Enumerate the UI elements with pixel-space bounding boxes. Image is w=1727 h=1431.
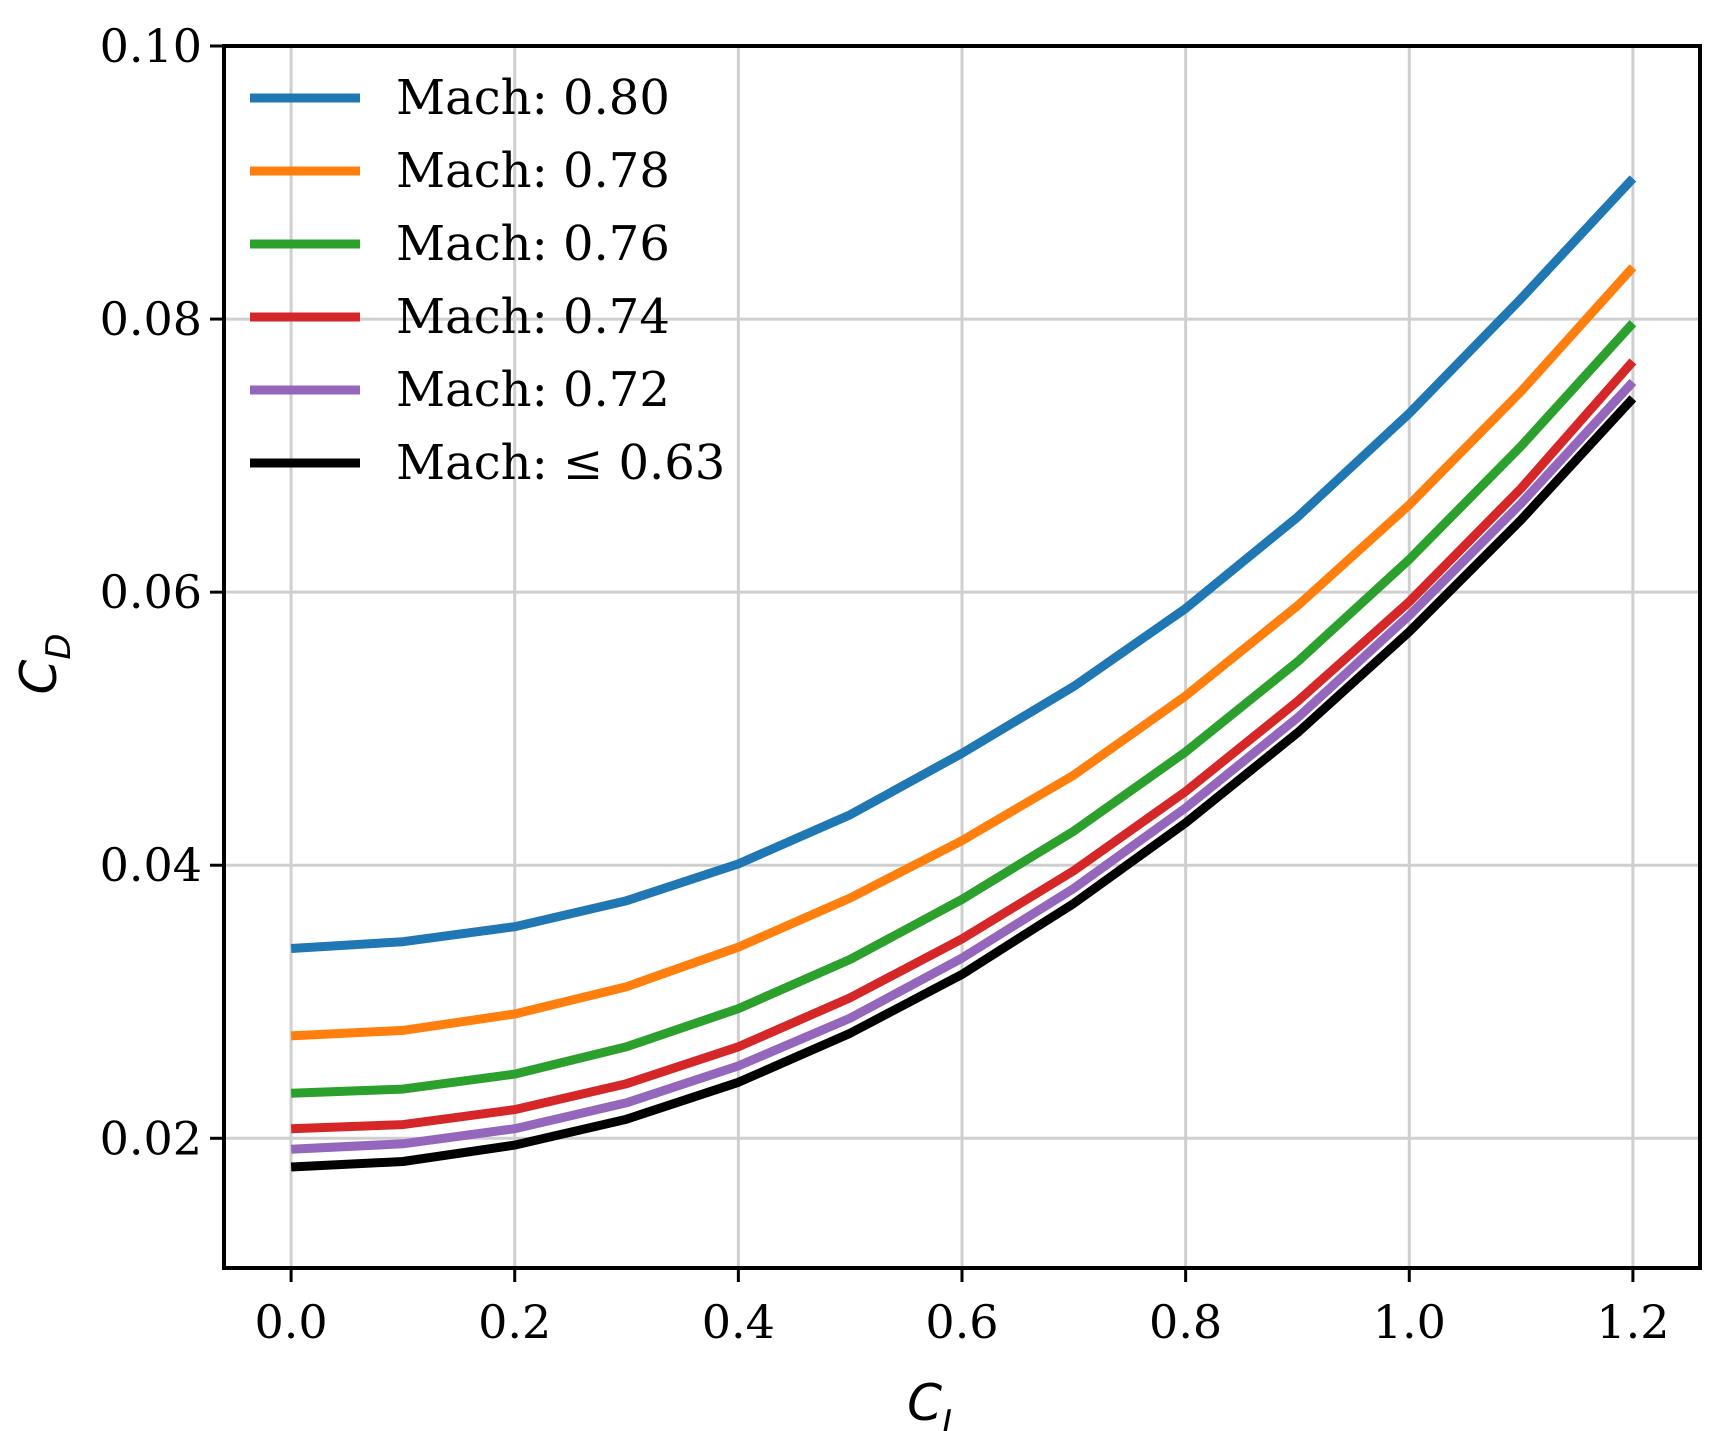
- x-tick-label: 0.4: [702, 1295, 775, 1349]
- legend-label: Mach: 0.72: [396, 362, 670, 418]
- series-line-5: [290, 395, 1637, 1172]
- x-tick-label: 1.0: [1373, 1295, 1446, 1349]
- y-ticks: 0.02 0.04 0.06 0.08 0.10: [100, 19, 224, 1165]
- legend-label: Mach: 0.74: [396, 289, 670, 345]
- x-axis-label: CL: [907, 1374, 961, 1431]
- legend-label: Mach: 0.80: [396, 70, 670, 126]
- y-axis-label: CD: [10, 633, 79, 694]
- x-tick-label: 0.2: [478, 1295, 551, 1349]
- legend-label: Mach: ≤ 0.63: [396, 435, 725, 491]
- y-axis-label-sub: D: [39, 633, 79, 659]
- series-line-2: [290, 320, 1637, 1098]
- y-tick-label: 0.04: [100, 838, 202, 892]
- legend: Mach: 0.80 Mach: 0.78 Mach: 0.76 Mach: 0.74…: [250, 70, 725, 491]
- series-line-3: [290, 358, 1637, 1134]
- series-line-4: [290, 378, 1637, 1154]
- legend-label: Mach: 0.76: [396, 216, 670, 272]
- y-axis-label-main: C: [10, 660, 68, 695]
- x-ticks: 0.0 0.2 0.4 0.6 0.8 1.0 1.2: [255, 1268, 1669, 1349]
- legend-label: Mach: 0.78: [396, 143, 670, 199]
- x-axis-label-sub: L: [942, 1403, 961, 1431]
- y-tick-label: 0.10: [100, 19, 202, 73]
- y-tick-label: 0.06: [100, 565, 202, 619]
- y-tick-label: 0.02: [100, 1111, 202, 1165]
- x-tick-label: 0.8: [1149, 1295, 1222, 1349]
- x-tick-label: 1.2: [1596, 1295, 1669, 1349]
- x-tick-label: 0.0: [255, 1295, 328, 1349]
- series-group: [290, 175, 1637, 1172]
- series-line-1: [290, 264, 1637, 1041]
- y-tick-label: 0.08: [100, 292, 202, 346]
- x-tick-label: 0.6: [925, 1295, 998, 1349]
- x-axis-label-main: C: [907, 1374, 942, 1431]
- series-line-0: [290, 175, 1637, 953]
